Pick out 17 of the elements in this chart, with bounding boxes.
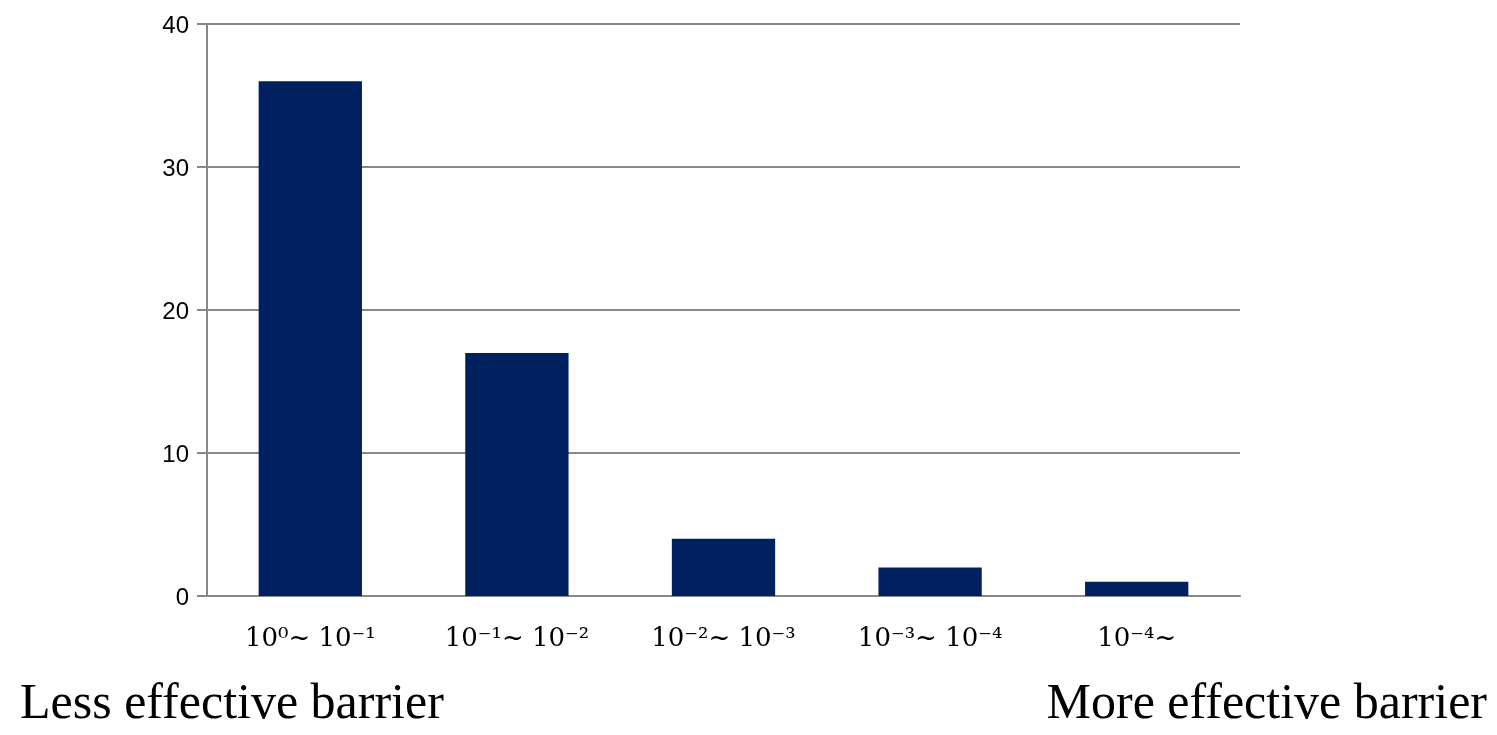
y-tick-label: 40 — [162, 10, 189, 38]
x-tick-label: 10⁻²~ 10⁻³ — [651, 622, 796, 652]
x-tick-label: 10⁻¹~ 10⁻² — [444, 622, 590, 652]
y-tick-label: 0 — [175, 582, 189, 610]
x-tick-label: 10⁻⁴~ — [1097, 622, 1177, 652]
x-tick-label: 10⁰~ 10⁻¹ — [244, 622, 376, 652]
y-tick-label: 30 — [162, 153, 189, 181]
text: More effective barrier — [1046, 673, 1488, 729]
bar — [878, 567, 982, 596]
bar — [671, 538, 776, 596]
bar — [1085, 581, 1189, 596]
y-tick-label: 20 — [162, 296, 189, 324]
x-tick-label: 10⁻³~ 10⁻⁴ — [857, 622, 1003, 652]
text: Less effective barrier — [20, 673, 445, 729]
y-tick-label: 10 — [162, 439, 189, 467]
bar — [258, 81, 362, 596]
bar — [465, 352, 569, 596]
